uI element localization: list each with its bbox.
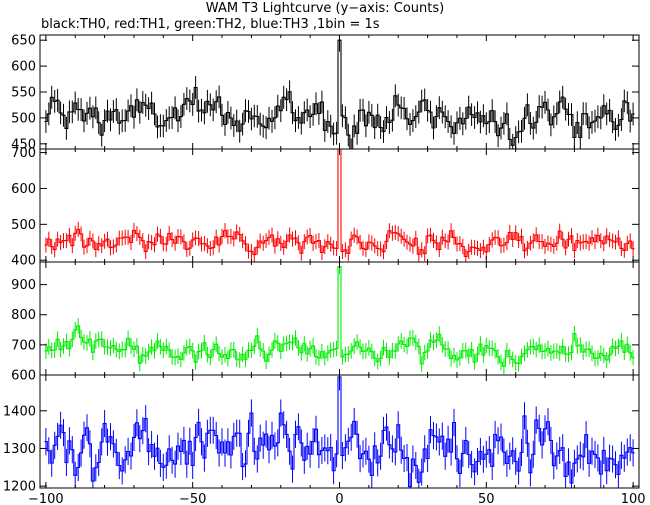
series-line-TH2 <box>44 265 635 367</box>
x-tick-label-100: 100 <box>621 492 646 505</box>
y-tick-label-TH3-1300: 1300 <box>3 442 36 457</box>
x-tick-label--50: −50 <box>179 492 206 505</box>
series-line-TH1 <box>44 149 635 258</box>
y-tick-label-TH0-500: 500 <box>11 111 36 126</box>
x-tick-label--100: −100 <box>28 492 64 505</box>
y-tick-label-TH1-600: 600 <box>11 182 36 197</box>
y-tick-label-TH2-800: 800 <box>11 308 36 323</box>
panel-frame-TH0 <box>39 34 640 150</box>
y-tick-label-TH0-650: 650 <box>11 34 36 49</box>
error-bars-TH2 <box>45 262 634 375</box>
error-bars-TH0 <box>45 35 634 149</box>
y-tick-label-TH1-700: 700 <box>11 146 36 161</box>
panel-frame-TH1 <box>39 148 640 263</box>
chart-title: WAM T3 Lightcurve (y−axis: Counts) <box>205 1 445 16</box>
y-tick-label-TH0-600: 600 <box>11 60 36 75</box>
y-tick-label-TH0-450: 450 <box>11 137 36 152</box>
error-bars-TH1 <box>45 149 634 262</box>
x-tick-label-0: 0 <box>335 492 343 505</box>
error-bars-TH3 <box>45 375 634 488</box>
y-tick-label-TH3-1400: 1400 <box>3 404 36 419</box>
series-line-TH3 <box>44 376 635 488</box>
panel-frame-TH2 <box>39 261 640 376</box>
chart-subtitle: black:TH0, red:TH1, green:TH2, blue:TH3 … <box>41 17 380 32</box>
y-tick-label-TH2-900: 900 <box>11 278 36 293</box>
x-tick-label-50: 50 <box>478 492 495 505</box>
y-tick-label-TH2-600: 600 <box>11 369 36 384</box>
y-tick-label-TH0-550: 550 <box>11 86 36 101</box>
y-tick-label-TH3-1200: 1200 <box>3 480 36 495</box>
y-tick-label-TH1-400: 400 <box>11 254 36 269</box>
y-tick-label-TH2-700: 700 <box>11 338 36 353</box>
y-tick-label-TH1-500: 500 <box>11 218 36 233</box>
series-line-TH0 <box>44 39 635 149</box>
